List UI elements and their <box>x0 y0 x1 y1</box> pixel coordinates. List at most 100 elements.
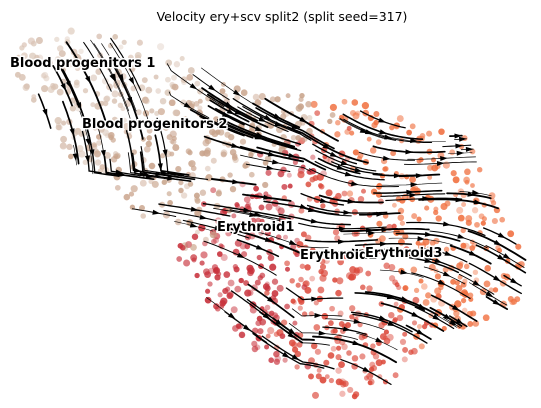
streamline-arrowhead <box>329 151 338 158</box>
cell-point <box>258 93 266 100</box>
streamline-arrowhead <box>353 318 362 324</box>
cell-point <box>220 151 227 158</box>
cell-point <box>369 147 377 154</box>
cell-point <box>429 240 436 246</box>
streamline-arrowhead <box>274 121 283 127</box>
cell-point <box>515 243 522 250</box>
cell-point <box>397 214 405 221</box>
cell-point <box>90 74 98 82</box>
streamline-arrowhead <box>231 143 240 148</box>
cell-point <box>170 138 177 145</box>
cell-point <box>434 273 441 280</box>
streamline-arrowhead <box>42 108 48 117</box>
cell-point <box>114 184 121 191</box>
streamline-arrowhead <box>217 123 226 129</box>
cell-point <box>285 266 290 272</box>
cell-point <box>383 329 389 335</box>
cell-point <box>383 262 390 270</box>
cell-point <box>54 36 60 43</box>
streamline-arrowhead <box>417 236 426 242</box>
streamline-arrowhead <box>373 249 381 255</box>
streamline-arrowhead <box>60 83 66 91</box>
cell-point <box>61 120 67 126</box>
cell-point <box>304 264 311 271</box>
cell-point <box>187 181 194 187</box>
streamline-arrowhead <box>267 296 275 303</box>
cell-point <box>424 205 430 211</box>
cell-point <box>499 216 506 223</box>
cell-point <box>292 320 298 326</box>
cell-point <box>56 45 64 52</box>
cell-point <box>366 285 373 292</box>
cell-point <box>43 75 50 82</box>
cell-point <box>234 203 241 209</box>
cell-point <box>19 45 25 51</box>
cell-point <box>262 283 270 290</box>
streamline-arrowhead <box>502 253 511 260</box>
cell-point <box>460 281 467 288</box>
cell-point <box>411 320 418 326</box>
cell-point <box>228 133 235 141</box>
streamline-arrowhead <box>243 324 251 331</box>
cell-point <box>41 71 49 79</box>
streamline-arrowhead <box>243 207 251 213</box>
cell-point <box>273 350 280 358</box>
cell-point <box>111 90 119 98</box>
cell-point <box>209 128 216 136</box>
cell-point <box>313 300 319 306</box>
cell-point <box>246 264 254 272</box>
cell-point <box>193 101 200 107</box>
cell-point <box>402 233 409 240</box>
cell-point <box>329 103 337 111</box>
cell-point <box>460 227 466 234</box>
cell-point <box>438 128 445 135</box>
cell-point <box>310 247 316 253</box>
cell-point <box>351 355 359 362</box>
cell-point <box>366 136 372 142</box>
cell-point <box>103 96 110 103</box>
streamline-arrowhead <box>387 320 396 327</box>
cell-point <box>399 197 406 204</box>
cell-point <box>121 39 127 45</box>
cell-point <box>130 185 138 193</box>
cell-point <box>103 95 111 102</box>
cell-point <box>370 343 376 349</box>
cell-point <box>481 216 487 222</box>
cell-point <box>212 237 220 244</box>
cell-point <box>341 190 348 197</box>
cell-point <box>332 328 338 334</box>
cell-point <box>166 120 173 128</box>
cluster-label-blood-progenitors-1: Blood progenitors 1 <box>10 56 155 71</box>
streamline-arrowhead <box>455 197 464 203</box>
cell-point <box>328 377 334 384</box>
cell-point <box>30 40 37 47</box>
cell-point <box>187 149 193 156</box>
cell-point <box>178 187 184 194</box>
streamline-arrowhead <box>249 212 258 217</box>
cell-point <box>202 139 210 147</box>
cell-point <box>122 123 130 130</box>
cell-point <box>130 85 137 92</box>
cell-point <box>361 102 369 110</box>
streamline-arrowhead <box>232 179 240 185</box>
cell-point <box>179 55 185 62</box>
cell-point <box>73 82 80 89</box>
streamline-arrowhead <box>497 232 506 239</box>
cell-point <box>467 320 474 327</box>
cell-point <box>165 76 171 83</box>
streamline-arrowhead <box>337 239 346 245</box>
streamline-arrowhead <box>416 329 425 336</box>
cell-point <box>345 322 351 329</box>
cell-point <box>336 345 342 351</box>
cell-point <box>91 142 97 148</box>
cell-point <box>47 86 55 93</box>
streamline-arrowhead <box>400 269 409 275</box>
cell-point <box>23 83 30 90</box>
cell-point <box>159 153 166 159</box>
streamline-arrowhead <box>354 167 363 173</box>
cell-point <box>256 315 263 322</box>
cell-point <box>129 204 136 210</box>
cell-point <box>408 349 414 355</box>
cell-point <box>146 127 153 134</box>
streamline-arrowhead <box>497 254 505 261</box>
